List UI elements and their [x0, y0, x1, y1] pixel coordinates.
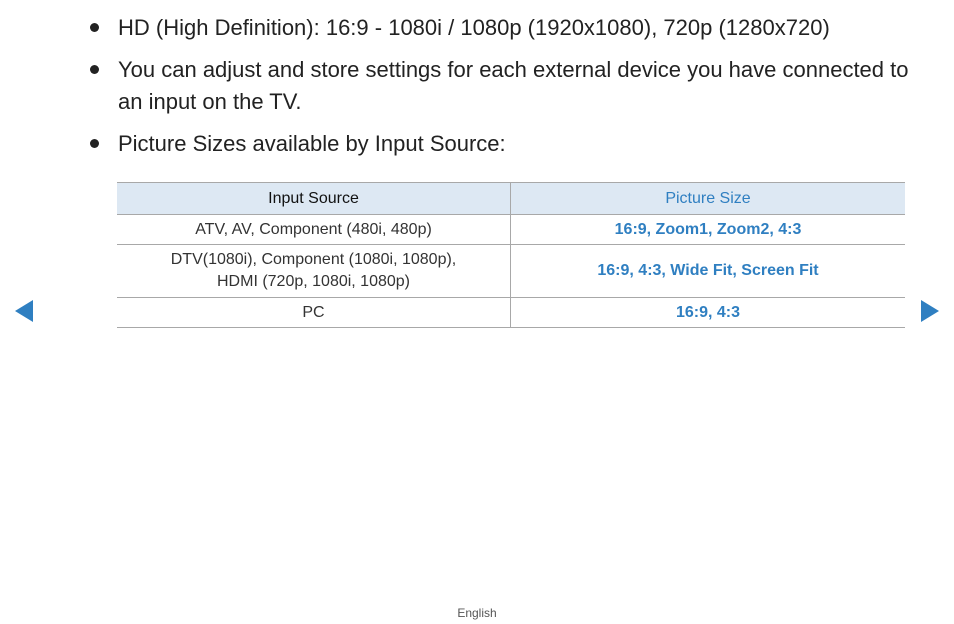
- input-source-cell: DTV(1080i), Component (1080i, 1080p), HD…: [117, 244, 511, 298]
- bullet-dot-icon: [90, 23, 99, 32]
- input-source-text: ATV, AV, Component (480i, 480p): [195, 220, 432, 238]
- table-row: ATV, AV, Component (480i, 480p) 16:9, Zo…: [117, 214, 905, 245]
- bullet-text: Picture Sizes available by Input Source:: [118, 131, 506, 156]
- table-header: Input Source Picture Size: [117, 182, 905, 215]
- bullet-picture-sizes: Picture Sizes available by Input Source:: [88, 128, 918, 160]
- previous-page-arrow-icon[interactable]: [15, 300, 33, 322]
- picture-size-cell: 16:9, Zoom1, Zoom2, 4:3: [510, 214, 905, 245]
- bullet-dot-icon: [90, 65, 99, 74]
- input-source-cell: ATV, AV, Component (480i, 480p): [117, 214, 511, 245]
- footer-language-label: English: [457, 606, 497, 620]
- bullet-hd-resolutions: HD (High Definition): 16:9 - 1080i / 108…: [88, 12, 918, 44]
- table-row: DTV(1080i), Component (1080i, 1080p), HD…: [117, 244, 905, 298]
- bullet-text: HD (High Definition): 16:9 - 1080i / 108…: [118, 15, 830, 40]
- picture-size-table: Input Source Picture Size ATV, AV, Compo…: [117, 182, 905, 328]
- picture-size-cell: 16:9, 4:3, Wide Fit, Screen Fit: [510, 244, 905, 298]
- bullet-text: You can adjust and store settings for ea…: [118, 57, 909, 114]
- bullet-dot-icon: [90, 139, 99, 148]
- table-row: PC 16:9, 4:3: [117, 297, 905, 328]
- picture-size-cell: 16:9, 4:3: [510, 297, 905, 328]
- bullet-list: HD (High Definition): 16:9 - 1080i / 108…: [88, 12, 918, 170]
- table-body: ATV, AV, Component (480i, 480p) 16:9, Zo…: [117, 214, 905, 328]
- bullet-external-devices: You can adjust and store settings for ea…: [88, 54, 918, 118]
- input-source-text-line2: HDMI (720p, 1080i, 1080p): [217, 273, 410, 290]
- header-picture-size: Picture Size: [510, 182, 905, 215]
- input-source-cell: PC: [117, 297, 511, 328]
- input-source-text: PC: [302, 303, 325, 321]
- header-input-source: Input Source: [117, 182, 511, 215]
- next-page-arrow-icon[interactable]: [921, 300, 939, 322]
- table-header-row: Input Source Picture Size: [117, 182, 905, 215]
- input-source-text: DTV(1080i), Component (1080i, 1080p),: [170, 251, 457, 268]
